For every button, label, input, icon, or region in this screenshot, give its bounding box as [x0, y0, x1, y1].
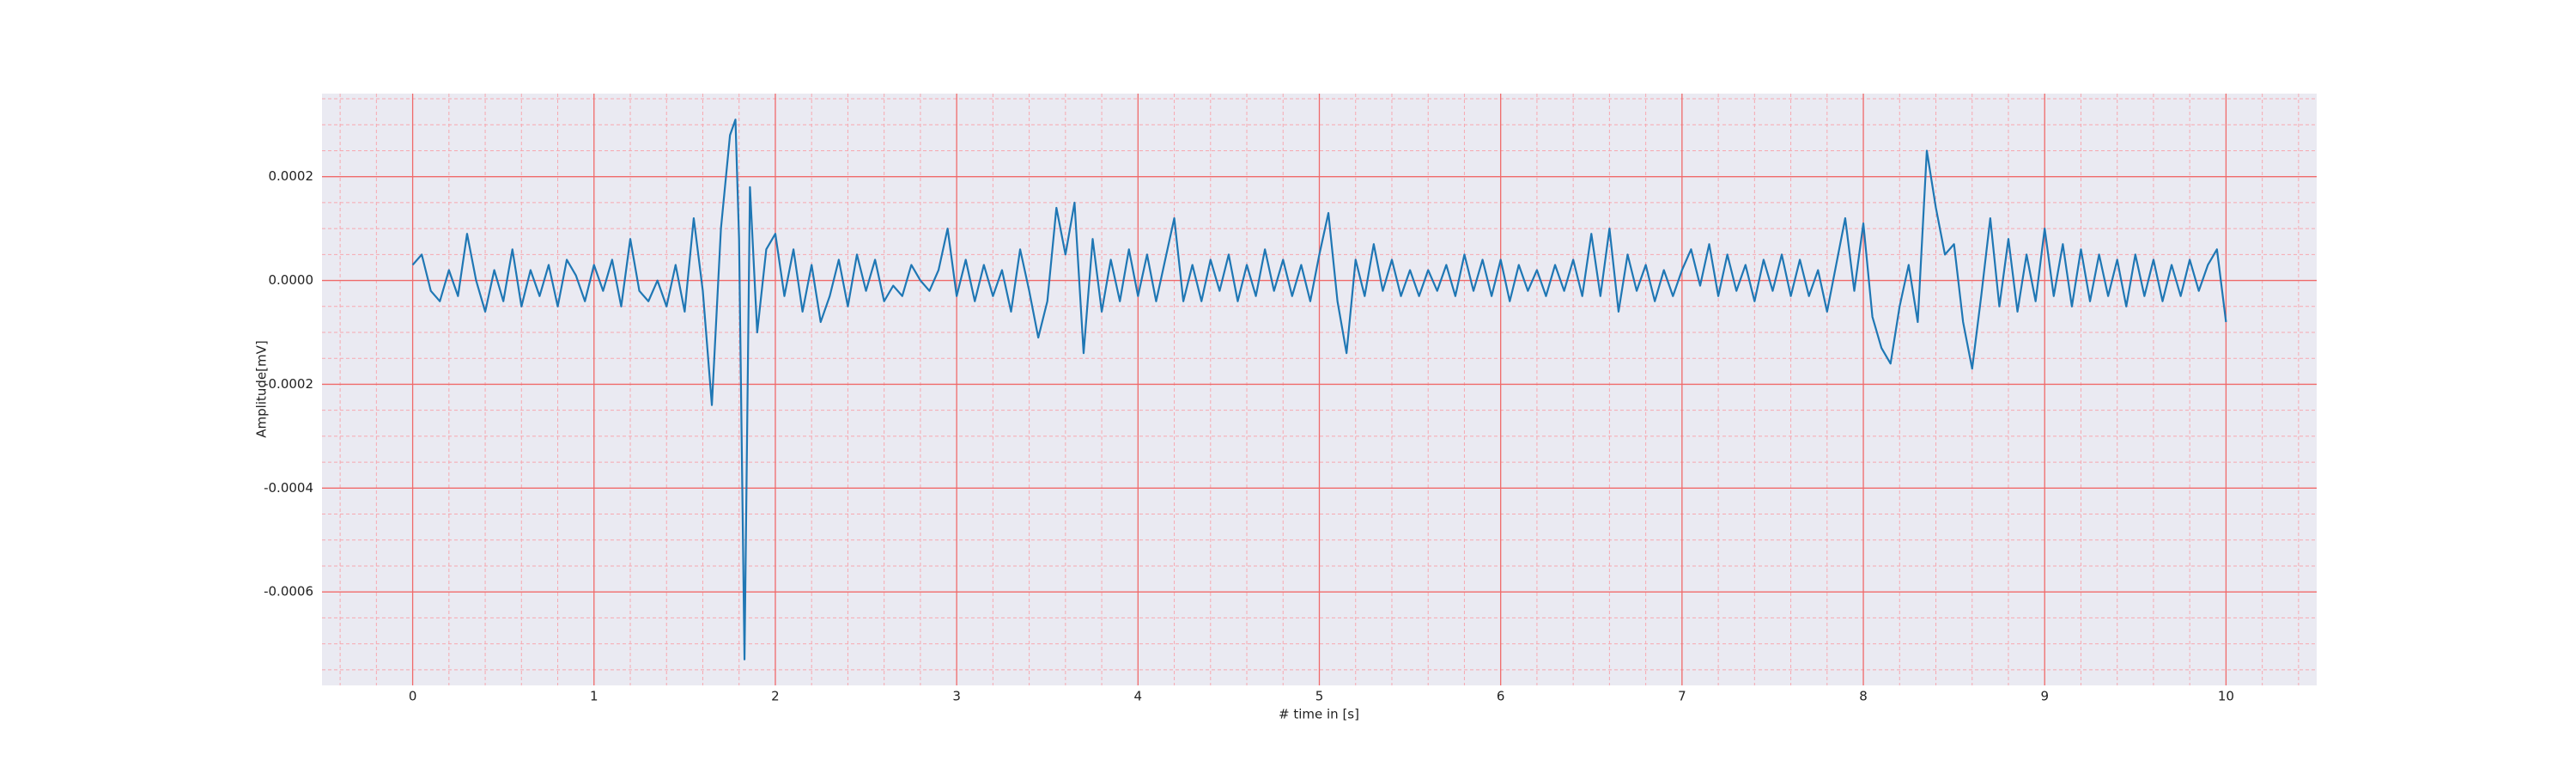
- x-tick-label: 5: [1315, 689, 1324, 704]
- y-tick-label: -0.0004: [264, 480, 313, 496]
- x-tick-label: 2: [771, 689, 780, 704]
- x-tick-label: 6: [1497, 689, 1505, 704]
- y-tick-label: -0.0006: [264, 584, 313, 600]
- y-tick-label: 0.0002: [269, 168, 314, 184]
- y-tick-label: 0.0000: [269, 272, 314, 288]
- y-axis-label: Amplitude[mV]: [254, 340, 270, 437]
- x-tick-label: 3: [952, 689, 961, 704]
- x-tick-label: 0: [409, 689, 417, 704]
- x-axis-label: # time in [s]: [1279, 707, 1359, 722]
- x-tick-label: 7: [1678, 689, 1686, 704]
- x-tick-label: 10: [2218, 689, 2234, 704]
- x-tick-label: 1: [590, 689, 598, 704]
- signal-line: [411, 119, 2227, 660]
- x-tick-label: 9: [2040, 689, 2049, 704]
- x-tick-label: 8: [1859, 689, 1868, 704]
- x-tick-label: 4: [1134, 689, 1143, 704]
- y-tick-label: -0.0002: [264, 376, 313, 392]
